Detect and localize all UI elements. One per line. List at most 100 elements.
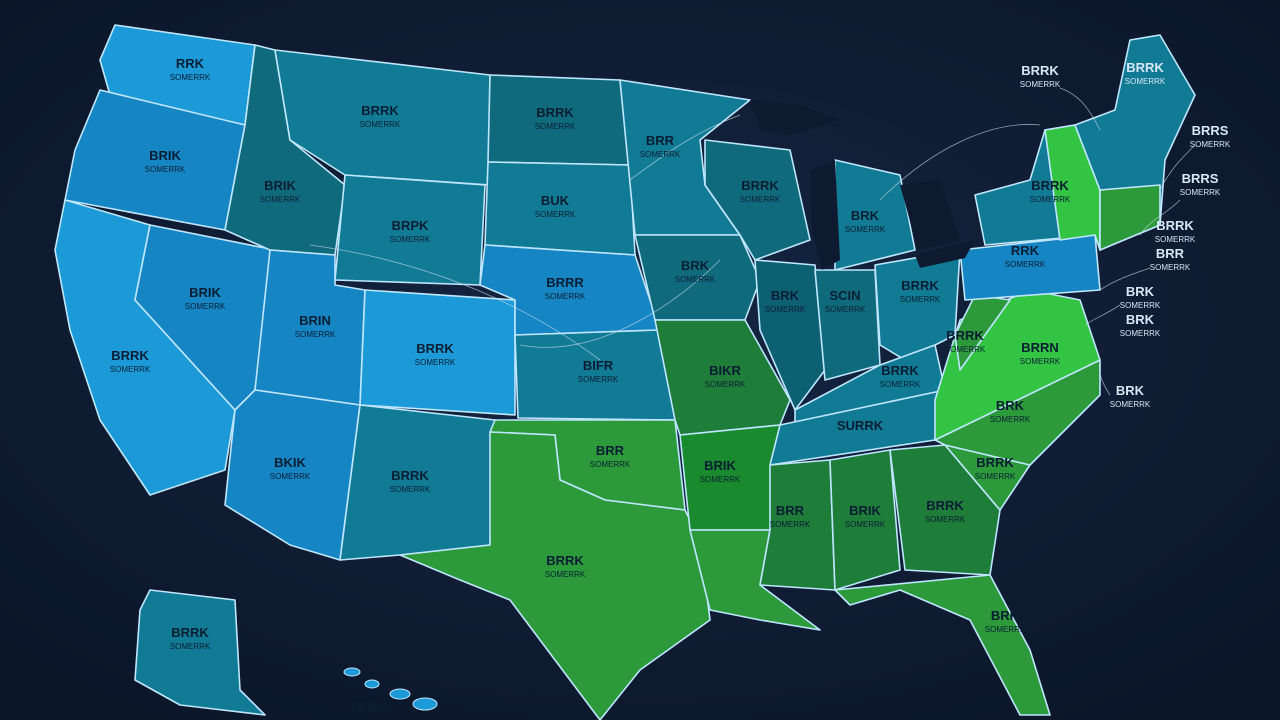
state-sublabel: SOMERRK	[590, 460, 631, 469]
state-label: BRRK	[536, 105, 574, 120]
state-sublabel: SOMERRK	[1120, 301, 1161, 310]
state-sublabel: SOMERRK	[880, 380, 921, 389]
state	[399, 431, 711, 720]
state-label: BRRS	[1182, 171, 1219, 186]
state-sublabel: SOMERRK	[985, 625, 1026, 634]
state-label: BRR	[646, 133, 675, 148]
state-sublabel: SOMERRK	[1020, 357, 1061, 366]
state-label: BRRK	[416, 341, 454, 356]
state-label: BRIN	[299, 313, 331, 328]
island	[364, 679, 380, 689]
state-label: BRK	[771, 288, 800, 303]
state-label: BRIK	[149, 148, 181, 163]
state-sublabel: SOMERRK	[675, 275, 716, 284]
state	[1099, 184, 1161, 251]
state-label: BRIK	[849, 503, 881, 518]
state-label: BRR	[776, 503, 805, 518]
state-label: BRK	[681, 258, 710, 273]
state-label: BRRS	[1192, 123, 1229, 138]
state-sublabel: SOMERRK	[1150, 263, 1191, 272]
state-sublabel: SOMERRK	[845, 225, 886, 234]
state	[484, 161, 636, 256]
state-label: BKIK	[274, 455, 306, 470]
labels: RRK SOMERRK BRRK SOMERRK BRRK SOMERRK BRIK SOME…	[110, 56, 1231, 715]
state-sublabel: SOMERRK	[170, 642, 211, 651]
state-label: BRRK	[901, 278, 939, 293]
state	[64, 89, 246, 231]
state-sublabel: SOMERRK	[705, 380, 746, 389]
state-sublabel: SOMERRK	[110, 365, 151, 374]
state-sublabel: SOMERRK	[390, 235, 431, 244]
island	[412, 697, 438, 711]
state-sublabel: SOMERRK	[825, 305, 866, 314]
state-sublabel: SOMERRK	[975, 472, 1016, 481]
state-sublabel: SOMERRK	[260, 195, 301, 204]
state-label: SCIN	[829, 288, 860, 303]
state-sublabel: SOMERRK	[535, 210, 576, 219]
state-label: BRRR	[546, 275, 584, 290]
state-sublabel: SOMERRK	[1120, 329, 1161, 338]
state-sublabel: SOMERRK	[990, 415, 1031, 424]
state	[829, 449, 901, 591]
state	[759, 459, 836, 591]
state-sublabel: SOMERRK	[925, 515, 966, 524]
state-label: BRRK	[976, 455, 1014, 470]
island	[343, 667, 361, 677]
lake	[900, 180, 960, 250]
state	[954, 294, 1011, 371]
state-sublabel: SOMERRK	[295, 330, 336, 339]
lake	[810, 160, 840, 270]
state-sublabel: SOMERRK	[270, 472, 311, 481]
state	[487, 74, 631, 166]
state-sublabel: SOMERRK	[900, 295, 941, 304]
state-sublabel: SOMERRK	[1030, 195, 1071, 204]
state-sublabel: SOMERRK	[145, 165, 186, 174]
state-sublabel: SOMERRK	[640, 150, 681, 159]
state	[134, 589, 266, 716]
state-label: BRRK	[1031, 178, 1069, 193]
state-sublabel: SOMERRK	[1155, 235, 1196, 244]
state-label: SURRK	[837, 418, 884, 433]
state-label: BRK	[851, 208, 880, 223]
state-label: BRRK	[391, 468, 429, 483]
state-sublabel: SOMERRK	[170, 73, 211, 82]
state-label: BRR	[596, 443, 625, 458]
state-sublabel: SOMERRK	[765, 305, 806, 314]
state-sublabel: SOMERRK	[1020, 80, 1061, 89]
lake	[750, 100, 840, 135]
state-label: BRK	[1126, 284, 1155, 299]
state-sublabel: SOMERRK	[535, 122, 576, 131]
state-label: BRRK	[546, 553, 584, 568]
state-sublabel: SOMERRK	[390, 485, 431, 494]
state-label: BIFR	[583, 358, 614, 373]
state-label: BRRK	[111, 348, 149, 363]
state-sublabel: SOMERRK	[185, 302, 226, 311]
state-sublabel: SOMERRK	[360, 120, 401, 129]
state-sublabel: SOMERRK	[1005, 260, 1046, 269]
state-label: BRRN	[1021, 340, 1059, 355]
state	[359, 289, 516, 416]
lakes	[750, 100, 975, 270]
leader-lines	[309, 87, 1196, 396]
state-sublabel: SOMERRK	[700, 475, 741, 484]
state-label: BRIK	[704, 458, 736, 473]
state-sublabel: SOMERRK	[415, 358, 456, 367]
island	[389, 688, 411, 700]
state-label: RRK	[1011, 243, 1040, 258]
state-label: BRIK	[189, 285, 221, 300]
state-label: BIKR	[709, 363, 741, 378]
state	[634, 234, 761, 321]
state-label: BRK	[1116, 383, 1145, 398]
state-label: BRRK	[171, 625, 209, 640]
state-label: BRRK	[361, 103, 399, 118]
state-sublabel: SOMERRK	[1125, 77, 1166, 86]
state-sublabel: SOMERRK	[545, 570, 586, 579]
state-sublabel: SOMERRK	[1110, 400, 1151, 409]
state-label: BRRK	[926, 498, 964, 513]
states	[54, 24, 1196, 720]
state-label: RRK	[176, 56, 205, 71]
state	[754, 259, 826, 411]
state-label: BRRK	[881, 363, 919, 378]
state-label: BRRK	[351, 700, 389, 715]
